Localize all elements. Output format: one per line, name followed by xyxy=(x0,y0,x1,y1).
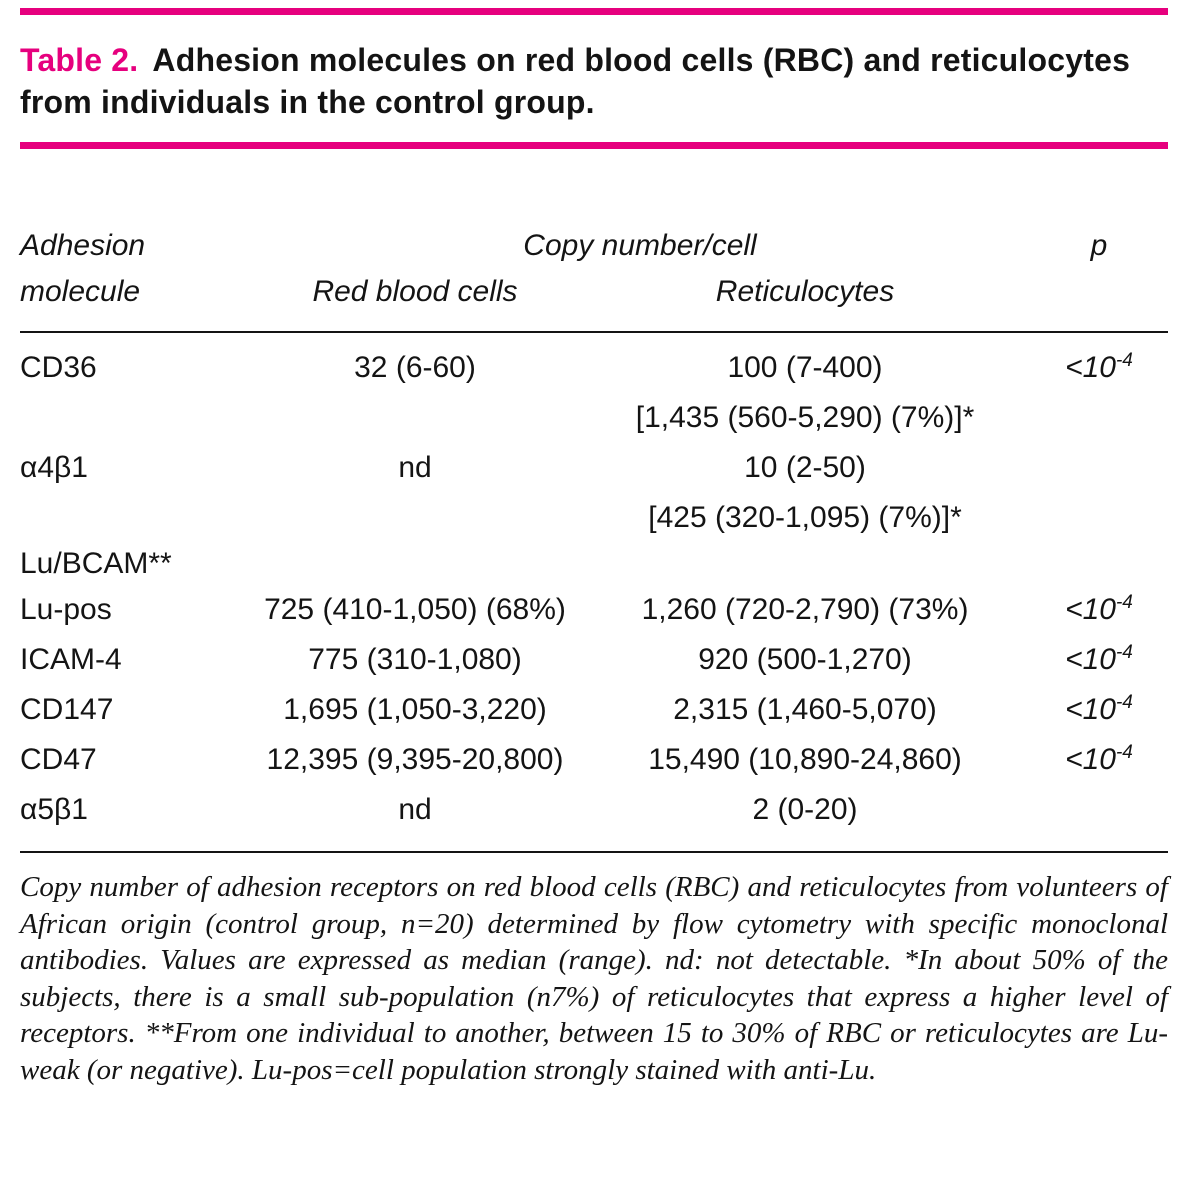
cell-reticulocytes: 2,315 (1,460-5,070) xyxy=(673,693,937,727)
cell-molecule: CD47 xyxy=(20,743,97,777)
table-header: Adhesion Copy number/cell p molecule Red… xyxy=(20,223,1168,315)
p-value: <10 xyxy=(1065,743,1116,777)
cell-rbc: 775 (310-1,080) xyxy=(308,643,522,677)
header-divider-rule xyxy=(20,331,1168,334)
table-number-label: Table 2. xyxy=(20,42,139,78)
p-value: <10 xyxy=(1065,693,1116,727)
cell-rbc: nd xyxy=(398,793,432,827)
top-rule xyxy=(20,8,1168,15)
header-p: p xyxy=(1090,229,1108,263)
cell-rbc: 12,395 (9,395-20,800) xyxy=(266,743,564,777)
cell-molecule: ICAM-4 xyxy=(20,643,122,677)
cell-reticulocytes: 2 (0-20) xyxy=(752,793,858,827)
table-title: Table 2. Adhesion molecules on red blood … xyxy=(20,40,1168,123)
table-row-a4b1: α4β1 nd 10 (2-50) xyxy=(20,443,1168,493)
cell-rbc: 32 (6-60) xyxy=(354,351,476,385)
cell-reticulocytes: 15,490 (10,890-24,860) xyxy=(648,743,962,777)
p-exponent: -4 xyxy=(1115,642,1133,664)
table-row-icam4: ICAM-4 775 (310-1,080) 920 (500-1,270) <… xyxy=(20,635,1168,685)
table-row-cd36: CD36 32 (6-60) 100 (7-400) <10-4 xyxy=(20,343,1168,393)
p-value: <10 xyxy=(1065,593,1116,627)
table-row-lupos: Lu-pos 725 (410-1,050) (68%) 1,260 (720-… xyxy=(20,585,1168,635)
cell-p: <10-4 xyxy=(1030,643,1168,677)
p-value: <10 xyxy=(1065,643,1116,677)
p-exponent: -4 xyxy=(1115,592,1133,614)
p-exponent: -4 xyxy=(1115,742,1133,764)
cell-rbc: 1,695 (1,050-3,220) xyxy=(283,693,547,727)
table-row-cd47: CD47 12,395 (9,395-20,800) 15,490 (10,89… xyxy=(20,735,1168,785)
cell-rbc: 725 (410-1,050) (68%) xyxy=(264,593,566,627)
table-row-a4b1-subpopulation: [425 (320-1,095) (7%)]* xyxy=(20,493,1168,543)
cell-reticulocytes: 100 (7-400) xyxy=(727,351,883,385)
cell-reticulocytes-sub: [425 (320-1,095) (7%)]* xyxy=(648,501,962,535)
header-molecule: molecule xyxy=(20,275,141,309)
cell-p: <10-4 xyxy=(1030,351,1168,385)
table-row-a5b1: α5β1 nd 2 (0-20) xyxy=(20,785,1168,835)
header-copy-number-cell: Copy number/cell xyxy=(523,229,757,263)
footer-divider-rule xyxy=(20,851,1168,854)
table-footnote: Copy number of adhesion receptors on red… xyxy=(20,871,1168,1086)
cell-molecule: Lu-pos xyxy=(20,593,112,627)
p-value: <10 xyxy=(1065,351,1116,385)
header-red-blood-cells: Red blood cells xyxy=(312,275,518,309)
table-row-cd147: CD147 1,695 (1,050-3,220) 2,315 (1,460-5… xyxy=(20,685,1168,735)
p-exponent: -4 xyxy=(1115,692,1133,714)
title-bottom-rule xyxy=(20,142,1168,150)
cell-molecule: α4β1 xyxy=(20,451,88,485)
header-reticulocytes: Reticulocytes xyxy=(715,275,895,309)
cell-molecule: CD36 xyxy=(20,351,97,385)
table-row-cd36-subpopulation: [1,435 (560-5,290) (7%)]* xyxy=(20,393,1168,443)
cell-molecule: α5β1 xyxy=(20,793,88,827)
cell-molecule: CD147 xyxy=(20,693,114,727)
header-row-2: molecule Red blood cells Reticulocytes xyxy=(20,269,1168,315)
cell-reticulocytes-sub: [1,435 (560-5,290) (7%)]* xyxy=(635,401,975,435)
cell-p: <10-4 xyxy=(1030,593,1168,627)
table-caption: Adhesion molecules on red blood cells (R… xyxy=(20,42,1131,120)
cell-reticulocytes: 10 (2-50) xyxy=(744,451,866,485)
header-adhesion: Adhesion xyxy=(20,229,146,263)
header-row-1: Adhesion Copy number/cell p xyxy=(20,223,1168,269)
cell-reticulocytes: 920 (500-1,270) xyxy=(698,643,912,677)
cell-p: <10-4 xyxy=(1030,693,1168,727)
table-row-lubcam-section: Lu/BCAM** xyxy=(20,543,1168,585)
cell-molecule: Lu/BCAM** xyxy=(20,547,172,581)
cell-p: <10-4 xyxy=(1030,743,1168,777)
cell-reticulocytes: 1,260 (720-2,790) (73%) xyxy=(641,593,969,627)
cell-rbc: nd xyxy=(398,451,432,485)
table-body: CD36 32 (6-60) 100 (7-400) <10-4 [1,435 … xyxy=(20,343,1168,835)
p-exponent: -4 xyxy=(1115,350,1133,372)
